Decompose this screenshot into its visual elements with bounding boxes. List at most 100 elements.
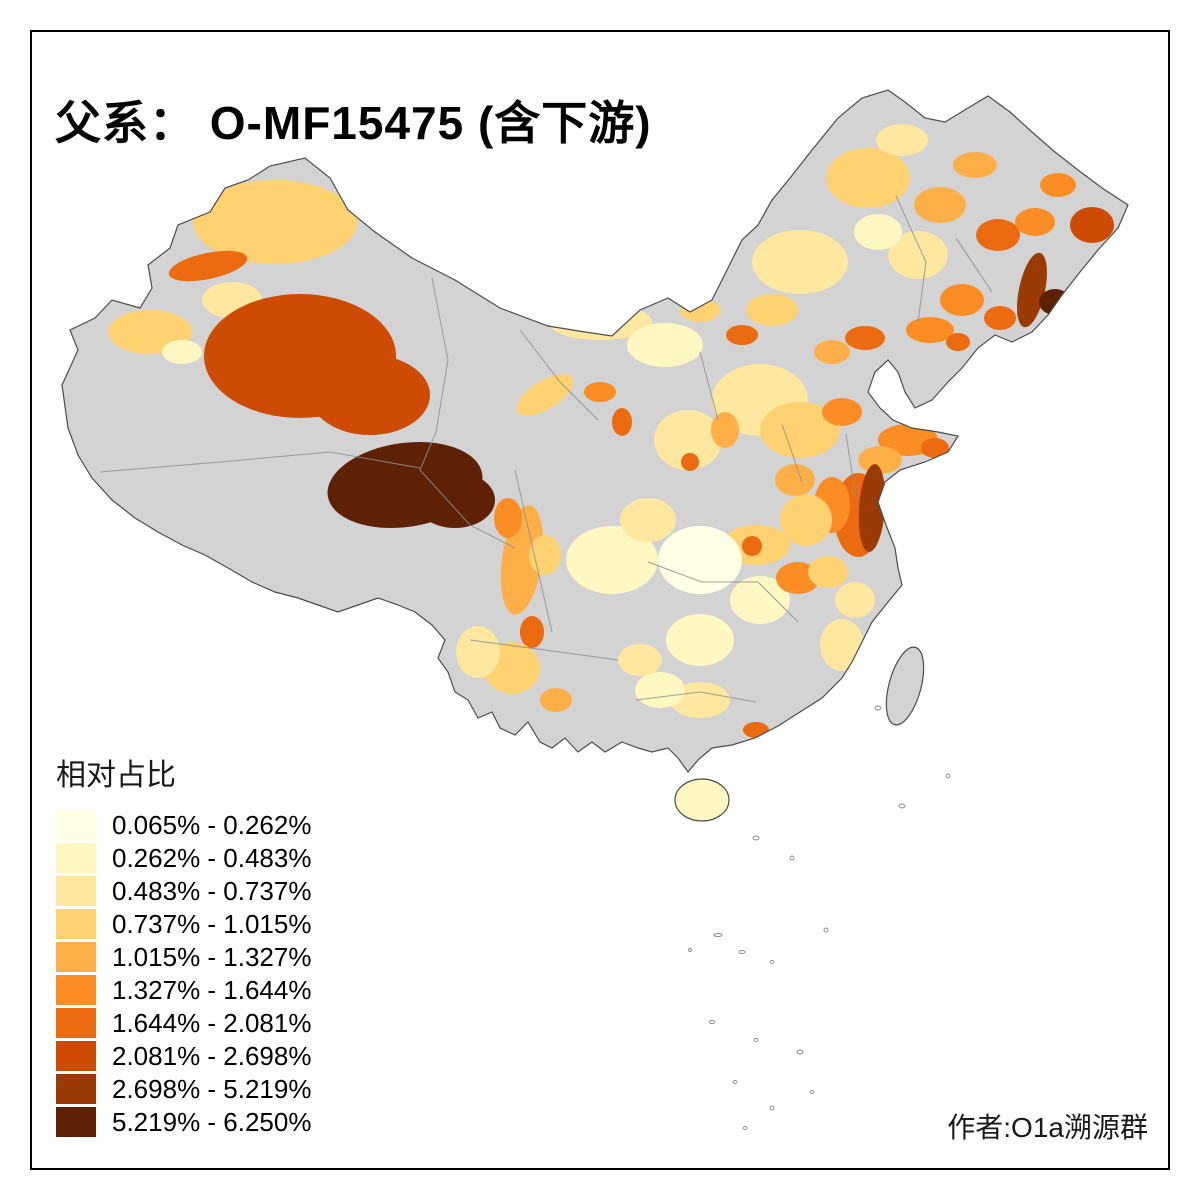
- legend-rows: 0.065% - 0.262% 0.262% - 0.483% 0.483% -…: [56, 810, 311, 1137]
- map-region: [456, 626, 500, 678]
- legend-row: 0.262% - 0.483%: [56, 843, 311, 873]
- legend-swatch: [56, 876, 96, 906]
- map-shape: [757, 581, 799, 623]
- map-region: [584, 382, 616, 402]
- map-shape: [752, 835, 760, 841]
- colored-regions: [99, 124, 1114, 738]
- legend-swatch: [56, 810, 96, 840]
- legend-swatch: [56, 843, 96, 873]
- map-shape: [514, 469, 553, 633]
- map-shape: [955, 237, 993, 293]
- map-shape: [732, 1080, 738, 1084]
- map-shape: [845, 433, 857, 499]
- map-shape: [469, 639, 619, 661]
- map-shape: [753, 1038, 759, 1042]
- map-region: [711, 412, 739, 448]
- legend-label: 1.327% - 1.644%: [112, 974, 312, 1005]
- map-region: [906, 317, 954, 343]
- legend: 相对占比 0.065% - 0.262% 0.262% - 0.483% 0.4…: [56, 750, 311, 1140]
- map-region: [658, 526, 742, 594]
- map-region: [746, 294, 798, 326]
- map-shape: [874, 705, 882, 711]
- map-shape: [519, 329, 599, 421]
- legend-label: 2.081% - 2.698%: [112, 1040, 312, 1071]
- map-region: [730, 576, 790, 624]
- map-region: [666, 614, 734, 666]
- legend-row: 2.698% - 5.219%: [56, 1074, 311, 1104]
- mainland-outline: [61, 89, 1129, 773]
- map-region: [876, 124, 928, 156]
- map-region: [814, 340, 850, 364]
- map-shape: [769, 960, 775, 964]
- map-shape: [635, 691, 757, 703]
- legend-row: 1.644% - 2.081%: [56, 1008, 311, 1038]
- map-region: [854, 214, 902, 250]
- map-region: [635, 672, 685, 708]
- map-region: [914, 187, 966, 223]
- province-borders: [99, 195, 993, 703]
- map-shape: [688, 948, 692, 952]
- map-region: [845, 326, 885, 350]
- legend-swatch: [56, 942, 96, 972]
- map-region: [162, 340, 202, 364]
- map-shape: [789, 855, 795, 861]
- legend-swatch: [56, 1041, 96, 1071]
- map-region: [1039, 289, 1071, 315]
- map-region: [494, 498, 522, 538]
- legend-swatch: [56, 1008, 96, 1038]
- map-shape: [708, 1020, 716, 1024]
- legend-row: 2.081% - 2.698%: [56, 1041, 311, 1071]
- south-china-sea-islands: [688, 705, 951, 1130]
- legend-title: 相对占比: [56, 759, 176, 792]
- map-shape: [796, 1049, 804, 1055]
- map-shape: [781, 423, 803, 483]
- map-shape: [713, 933, 723, 937]
- map-shape: [419, 277, 449, 471]
- map-region: [310, 355, 430, 435]
- legend-label: 0.737% - 1.015%: [112, 908, 312, 939]
- map-shape: [742, 1126, 748, 1130]
- map-region: [1017, 252, 1047, 328]
- map-region: [193, 180, 357, 264]
- map-region: [780, 494, 832, 546]
- legend-row: 0.483% - 0.737%: [56, 876, 311, 906]
- map-region: [1070, 207, 1114, 243]
- map-region: [820, 619, 864, 671]
- map-shape: [99, 451, 421, 473]
- map-region: [835, 582, 875, 618]
- hainan-island: [674, 778, 730, 822]
- map-shape: [895, 195, 927, 323]
- map-region: [726, 325, 758, 345]
- legend-label: 1.644% - 2.081%: [112, 1007, 312, 1038]
- map-region: [415, 472, 495, 528]
- map-region: [681, 453, 699, 471]
- map-region: [168, 250, 248, 282]
- legend-swatch: [56, 975, 96, 1005]
- legend-swatch: [56, 1074, 96, 1104]
- map-region: [826, 148, 910, 208]
- map-region: [742, 536, 762, 556]
- map-region: [654, 410, 722, 470]
- legend-label: 2.698% - 5.219%: [112, 1073, 312, 1104]
- map-region: [858, 464, 886, 552]
- map-shape: [823, 927, 829, 933]
- credit: 作者:O1a溯源群: [947, 1112, 1148, 1143]
- legend-row: 1.015% - 1.327%: [56, 942, 311, 972]
- legend-row: 5.219% - 6.250%: [56, 1107, 311, 1137]
- legend-row: 0.065% - 0.262%: [56, 810, 311, 840]
- map-region: [946, 333, 970, 351]
- legend-label: 5.219% - 6.250%: [112, 1106, 312, 1137]
- map-shape: [738, 950, 746, 954]
- map-title: 父系： O-MF15475 (含下游): [55, 96, 652, 149]
- map-region: [670, 682, 730, 718]
- legend-label: 0.483% - 0.737%: [112, 875, 312, 906]
- map-region: [760, 402, 840, 458]
- mainland: [61, 89, 1129, 773]
- map-region: [1040, 173, 1076, 197]
- map-region: [540, 688, 572, 712]
- map-shape: [647, 561, 758, 583]
- map-shape: [945, 773, 951, 779]
- map-region: [752, 230, 848, 294]
- map-region: [620, 498, 676, 542]
